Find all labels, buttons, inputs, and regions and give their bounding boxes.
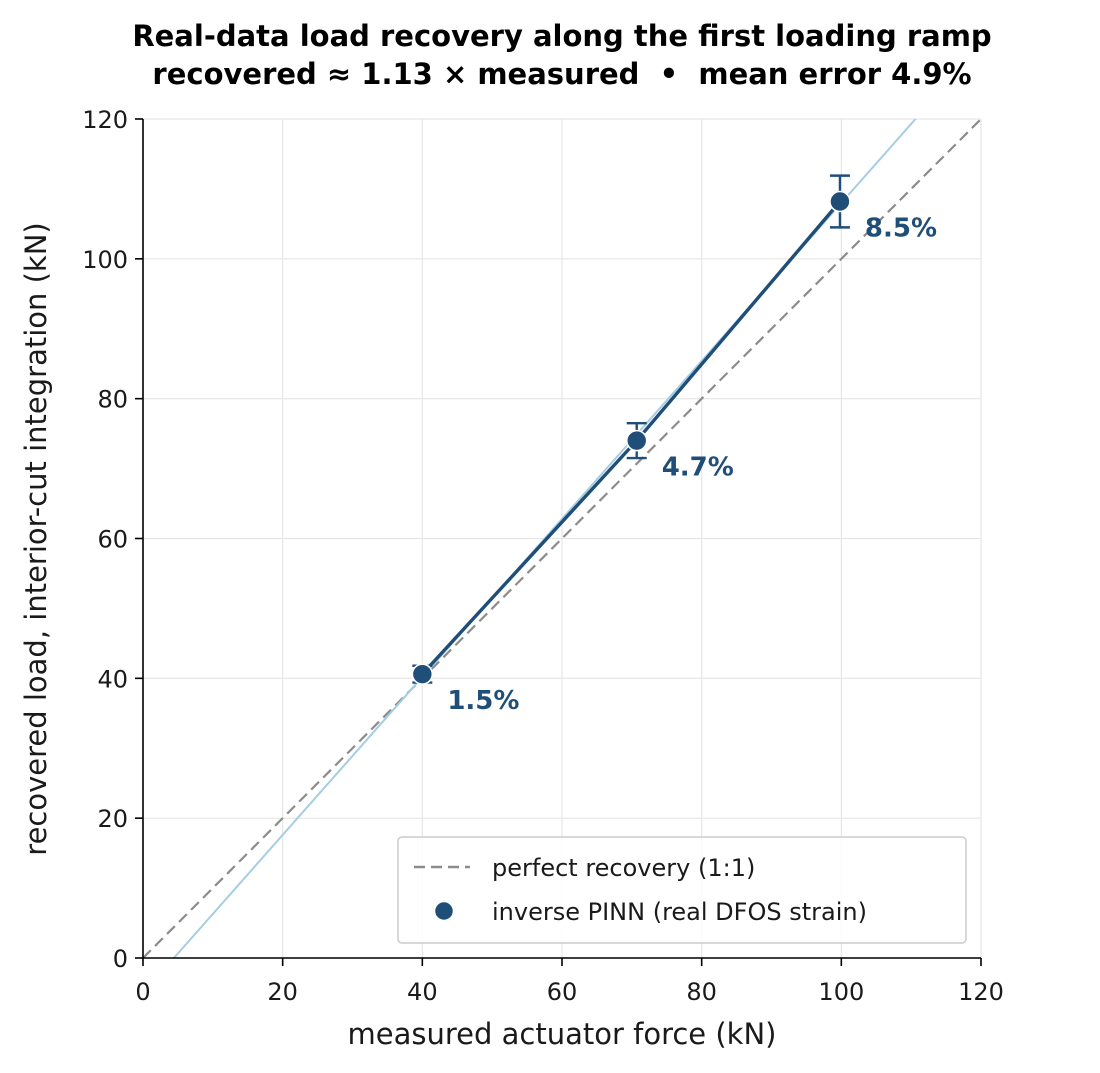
x-tick-label: 60 — [547, 978, 578, 1006]
x-axis-label: measured actuator force (kN) — [348, 1017, 777, 1051]
legend: perfect recovery (1:1) inverse PINN (rea… — [397, 836, 967, 944]
y-tick-label: 120 — [82, 106, 128, 134]
reference-line-layer — [142, 118, 982, 959]
y-tick-label: 20 — [97, 805, 128, 833]
y-axis-label: recovered load, interior-cut integration… — [19, 222, 53, 855]
reference-line — [142, 118, 982, 959]
series-layer: 1.5% 4.7% 8.5% — [411, 174, 937, 716]
legend-frame — [397, 836, 967, 944]
x-tick-label: 0 — [135, 978, 150, 1006]
data-point — [829, 190, 851, 213]
chart-subtitle: recovered ≈ 1.13 × measured • mean error… — [152, 57, 971, 91]
data-point — [411, 663, 434, 685]
x-tick-label: 100 — [818, 978, 864, 1006]
legend-points-swatch — [433, 900, 455, 922]
data-label: 4.7% — [662, 453, 734, 483]
y-tick-labels: 0 20 40 60 80 100 120 — [82, 106, 128, 973]
x-tick-labels: 0 20 40 60 80 100 120 — [135, 978, 1004, 1006]
data-label: 8.5% — [865, 214, 937, 244]
y-tick-label: 0 — [113, 945, 128, 973]
x-tick-label: 80 — [686, 978, 717, 1006]
x-tick-label: 120 — [958, 978, 1004, 1006]
y-tick-label: 80 — [97, 386, 128, 414]
legend-reference-line-label: perfect recovery (1:1) — [492, 854, 755, 882]
legend-points-label: inverse PINN (real DFOS strain) — [492, 898, 867, 926]
y-tick-label: 100 — [82, 246, 128, 274]
data-point — [625, 429, 648, 452]
x-tick-label: 20 — [267, 978, 298, 1006]
axes — [135, 118, 982, 966]
chart-title: Real-data load recovery along the first … — [132, 19, 991, 53]
data-label: 1.5% — [447, 686, 519, 716]
y-tick-label: 60 — [97, 526, 128, 554]
y-tick-label: 40 — [97, 665, 128, 693]
x-tick-label: 40 — [407, 978, 438, 1006]
